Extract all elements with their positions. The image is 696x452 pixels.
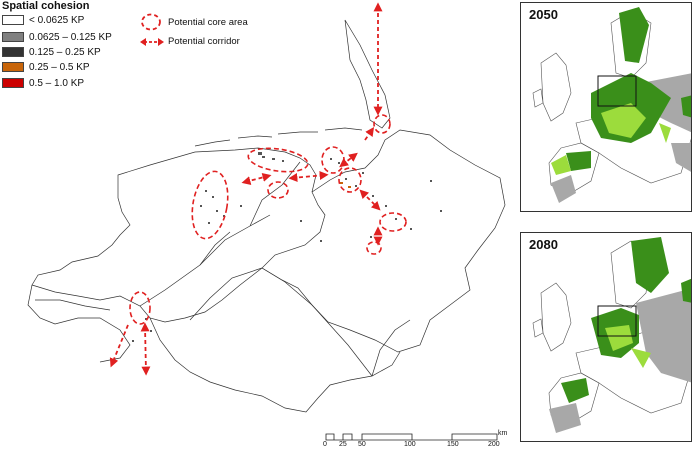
- inset-year-label: 2050: [529, 7, 558, 22]
- corridor-arrow: [288, 171, 329, 182]
- core-area: [247, 147, 309, 173]
- core-area-symbol-icon: [141, 13, 161, 31]
- core-area: [366, 241, 382, 255]
- core-areas: [129, 114, 407, 325]
- legend-swatch: [2, 62, 24, 72]
- corridor-arrow: [140, 322, 151, 376]
- wadden-islands: [194, 127, 363, 147]
- corridor-label: Potential corridor: [168, 36, 240, 47]
- cohesion-patches: [132, 152, 442, 342]
- corridors: [109, 2, 383, 376]
- legend-label: 0.25 – 0.5 KP: [29, 61, 90, 73]
- legend-label: 0.5 – 1.0 KP: [29, 77, 85, 89]
- inset-year-label: 2080: [529, 237, 558, 252]
- europe-map: [532, 7, 691, 203]
- scale-label: 100: [404, 441, 416, 448]
- europe-map: [532, 237, 691, 433]
- legend-swatch: [2, 47, 24, 57]
- legend-class-2: 0.0625 – 0.125 KP: [2, 31, 112, 43]
- legend-class-1: < 0.0625 KP: [2, 14, 84, 26]
- legend-swatch: [2, 15, 24, 25]
- orange-patches: [340, 182, 351, 188]
- scale-label: 25: [339, 441, 347, 448]
- scale-label: 150: [447, 441, 459, 448]
- inset-map-2080: 2080: [520, 232, 692, 442]
- corridor-legend: Potential corridor: [140, 36, 240, 47]
- scale-bar: [325, 433, 498, 441]
- core-area: [321, 146, 345, 174]
- legend-class-3: 0.125 – 0.25 KP: [2, 46, 101, 58]
- scale-label: 200: [488, 441, 500, 448]
- corridor-arrow: [359, 189, 381, 211]
- corridor-symbol-icon: [140, 37, 164, 46]
- legend-label: < 0.0625 KP: [29, 14, 85, 26]
- main-map: [27, 2, 506, 441]
- region-outline: [27, 19, 506, 413]
- core-area: [267, 181, 289, 199]
- corridor-arrow: [109, 324, 129, 368]
- scale-label: 0: [323, 441, 327, 448]
- legend-class-4: 0.25 – 0.5 KP: [2, 61, 90, 73]
- corridor-arrow: [241, 173, 272, 185]
- legend-title: Spatial cohesion: [2, 0, 90, 12]
- study-area-box: [597, 305, 637, 337]
- core-area: [373, 114, 391, 134]
- scale-unit: km: [498, 430, 508, 437]
- legend-swatch: [2, 32, 24, 42]
- inset-map-2050: 2050: [520, 2, 692, 212]
- core-area: [379, 212, 407, 232]
- germany-outline: [261, 129, 506, 353]
- core-area: [338, 167, 362, 193]
- scale-label: 50: [358, 441, 366, 448]
- core-area: [191, 170, 229, 240]
- netherlands-outline: [31, 147, 326, 323]
- core-area-label: Potential core area: [168, 16, 248, 28]
- corridor-arrow: [339, 152, 358, 168]
- legend-label: 0.0625 – 0.125 KP: [29, 31, 112, 43]
- core-area: [129, 291, 151, 325]
- legend-label: 0.125 – 0.25 KP: [29, 46, 101, 58]
- study-area-box: [597, 75, 637, 107]
- legend-swatch: [2, 78, 24, 88]
- legend-class-5: 0.5 – 1.0 KP: [2, 77, 84, 89]
- corridor-arrow: [364, 127, 375, 141]
- core-area-legend: Potential core area: [140, 13, 248, 31]
